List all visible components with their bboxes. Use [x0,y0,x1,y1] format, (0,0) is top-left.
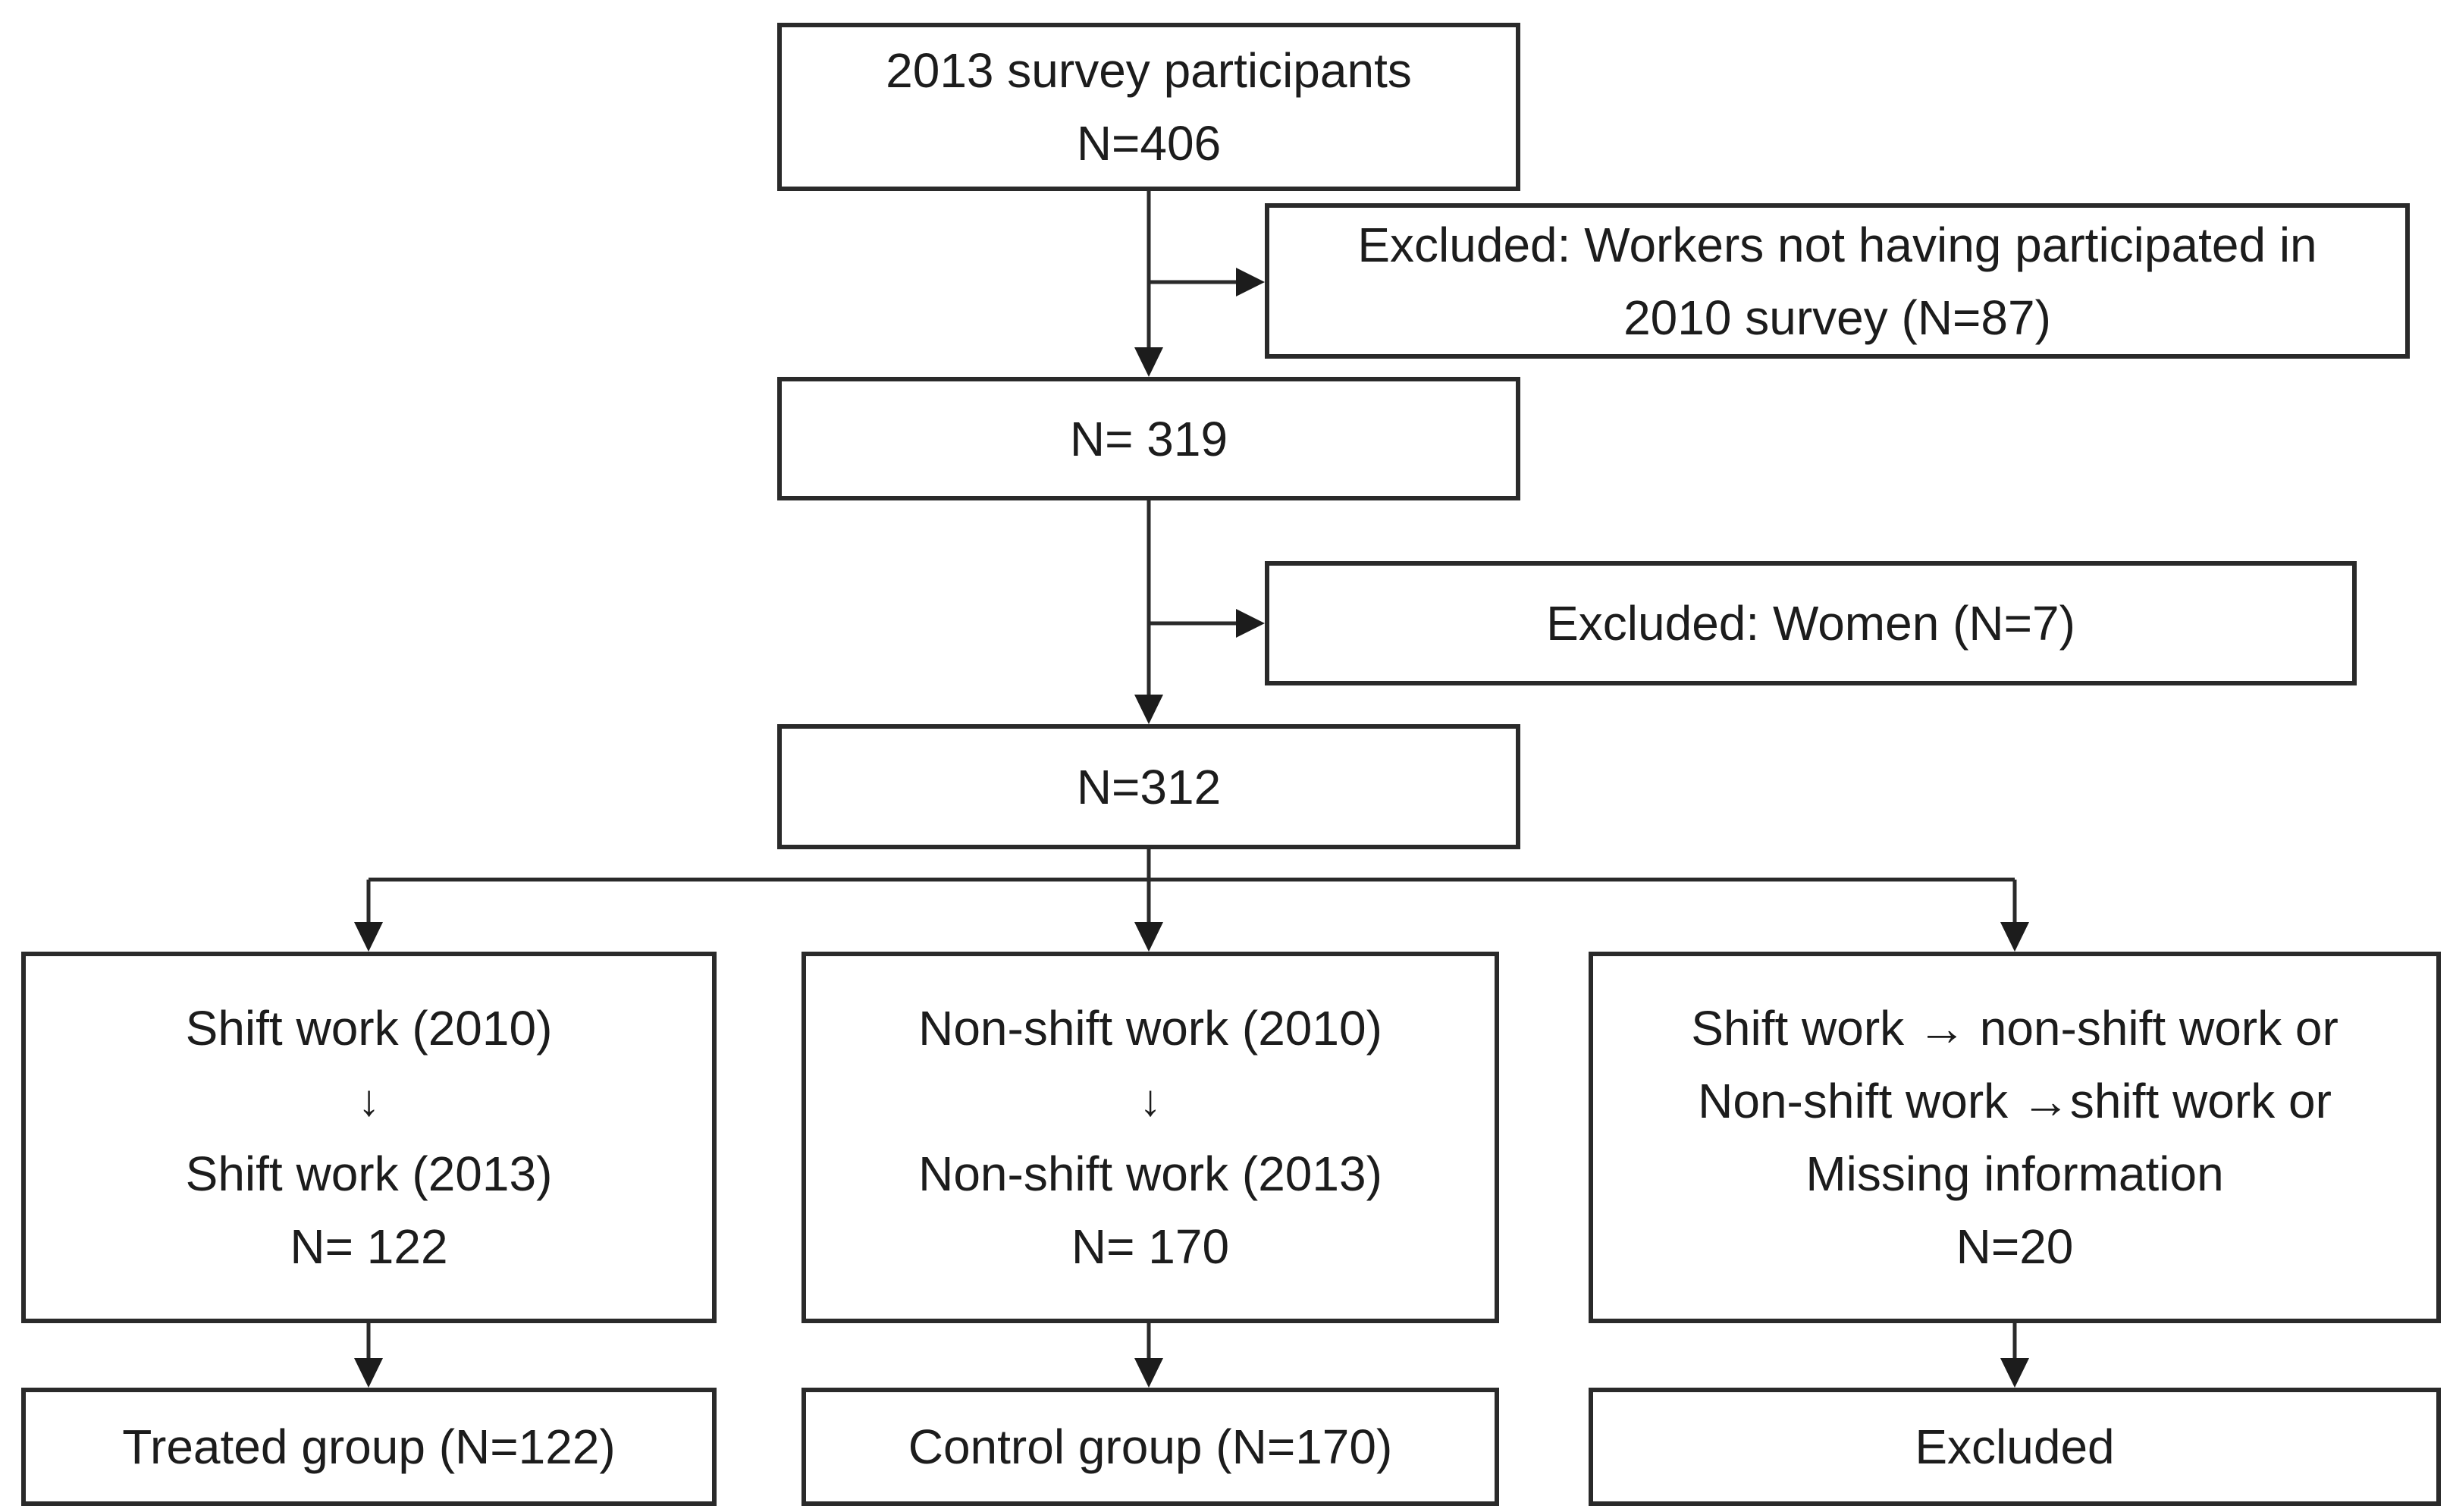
shift-work-count-text: N= 122 [290,1219,448,1274]
box-control-group: Control group (N=170) [801,1388,1499,1506]
excluded-women-text: Excluded: Women (N=7) [1546,596,2075,651]
nonshift-to-shift-text: Non-shift work →shift work or [1698,1074,2332,1128]
box-n312: N=312 [777,724,1520,849]
missing-information-text: Missing information [1805,1147,2224,1201]
changed-work-count-text: N=20 [1956,1219,2074,1274]
down-arrow-glyph: ↓ [1139,1076,1162,1125]
box-non-shift-work-branch: Non-shift work (2010) ↓ Non-shift work (… [801,952,1499,1323]
arrowhead-into-changed [2000,922,2029,952]
box-excluded-women: Excluded: Women (N=7) [1265,561,2357,685]
arrowhead-into-excluded1 [1236,268,1265,296]
treated-group-text: Treated group (N=122) [122,1419,616,1474]
survey-count-text: N=406 [1076,116,1222,171]
non-shift-2013-text: Non-shift work (2013) [918,1147,1382,1201]
excluded1-line2: 2010 survey (N=87) [1623,290,2051,345]
shift-to-nonshift-text: Shift work → non-shift work or [1691,1001,2339,1056]
box-shift-work-branch: Shift work (2010) ↓ Shift work (2013) N=… [21,952,717,1323]
excluded1-line1: Excluded: Workers not having participate… [1357,217,2317,272]
box-changed-work-branch: Shift work → non-shift work or Non-shift… [1589,952,2441,1323]
arrowhead-into-control [1134,1358,1163,1388]
box-excluded-final: Excluded [1589,1388,2441,1506]
box-excluded-no-2010-survey: Excluded: Workers not having participate… [1265,203,2410,359]
n312-count-text: N=312 [1076,759,1222,814]
box-n319: N= 319 [777,377,1520,500]
arrowhead-into-excluded-final [2000,1358,2029,1388]
shift-work-2013-text: Shift work (2013) [185,1147,553,1201]
arrowhead-into-treated [354,1358,383,1388]
non-shift-count-text: N= 170 [1071,1219,1230,1274]
arrowhead-into-excluded2 [1236,609,1265,638]
down-arrow-glyph: ↓ [358,1076,380,1125]
survey-title-text: 2013 survey participants [886,43,1412,98]
arrowhead-into-n312 [1134,695,1163,724]
arrowhead-into-nonshift [1134,922,1163,952]
n319-count-text: N= 319 [1069,411,1228,466]
arrowhead-into-shift [354,922,383,952]
shift-work-2010-text: Shift work (2010) [185,1001,553,1056]
excluded-final-text: Excluded [1915,1419,2115,1474]
arrowhead-into-n319 [1134,347,1163,377]
control-group-text: Control group (N=170) [908,1419,1393,1474]
box-2013-survey-participants: 2013 survey participants N=406 [777,23,1520,191]
non-shift-2010-text: Non-shift work (2010) [918,1001,1382,1056]
box-treated-group: Treated group (N=122) [21,1388,717,1506]
